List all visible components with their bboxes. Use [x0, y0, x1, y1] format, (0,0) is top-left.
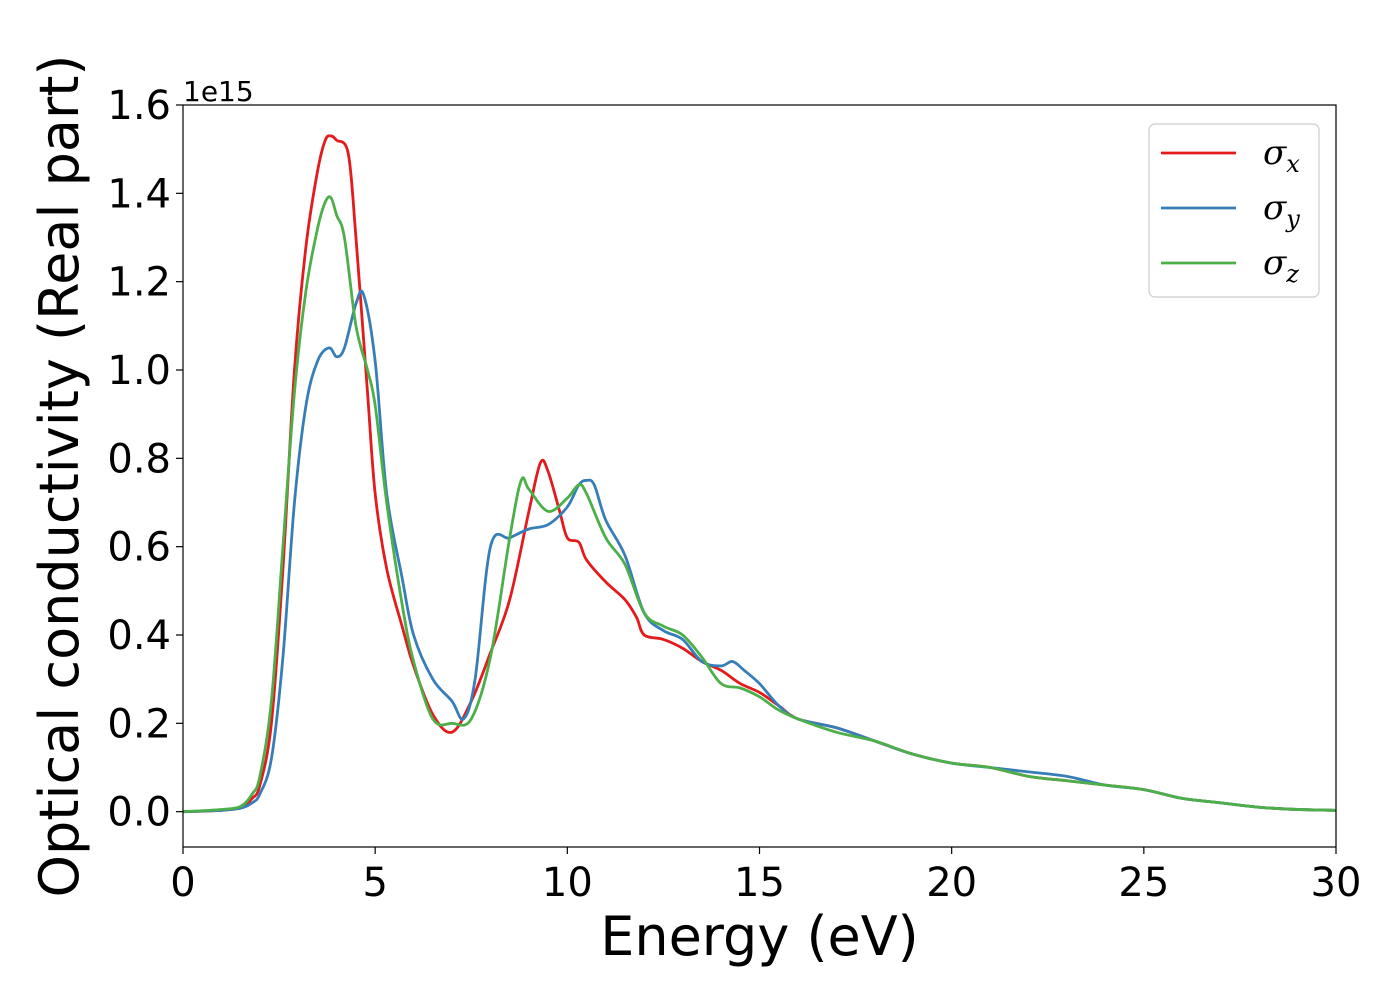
y-axis-label: Optical conductivity (Real part) — [28, 55, 91, 898]
x-tick-label: 10 — [542, 860, 593, 906]
y-tick-label: 1.4 — [107, 171, 171, 217]
y-tick-label: 0.4 — [107, 613, 171, 659]
series-layer — [183, 134, 1336, 814]
series-line-y — [183, 289, 1336, 814]
x-tick-label: 30 — [1311, 860, 1362, 906]
legend: σx σy σz — [1148, 123, 1320, 298]
legend-label-y: σy — [1263, 188, 1300, 233]
legend-label-x: σx — [1263, 133, 1300, 178]
x-tick-label: 20 — [926, 860, 977, 906]
x-axis-label: Energy (eV) — [600, 905, 919, 968]
y-tick-label: 0.0 — [107, 790, 171, 836]
y-tick-label: 1.2 — [107, 260, 171, 306]
y-tick-label: 0.2 — [107, 701, 171, 747]
y-tick-label: 0.6 — [107, 525, 171, 571]
x-tick-label: 0 — [170, 860, 195, 906]
y-axis-offset-label: 1e15 — [183, 75, 254, 108]
x-tick-label: 15 — [734, 860, 785, 906]
x-tick-label: 5 — [362, 860, 387, 906]
legend-box — [1148, 123, 1320, 298]
y-tick-label: 1.0 — [107, 348, 171, 394]
x-axis-ticks: 0 5 10 15 20 25 30 — [170, 847, 1361, 906]
y-axis-ticks: 0.0 0.2 0.4 0.6 0.8 1.0 1.2 1.4 1.6 — [107, 83, 183, 836]
legend-label-z: σz — [1263, 243, 1299, 288]
y-tick-label: 0.8 — [107, 436, 171, 482]
series-line-z — [183, 195, 1336, 814]
y-tick-label: 1.6 — [107, 83, 171, 129]
x-tick-label: 25 — [1118, 860, 1169, 906]
